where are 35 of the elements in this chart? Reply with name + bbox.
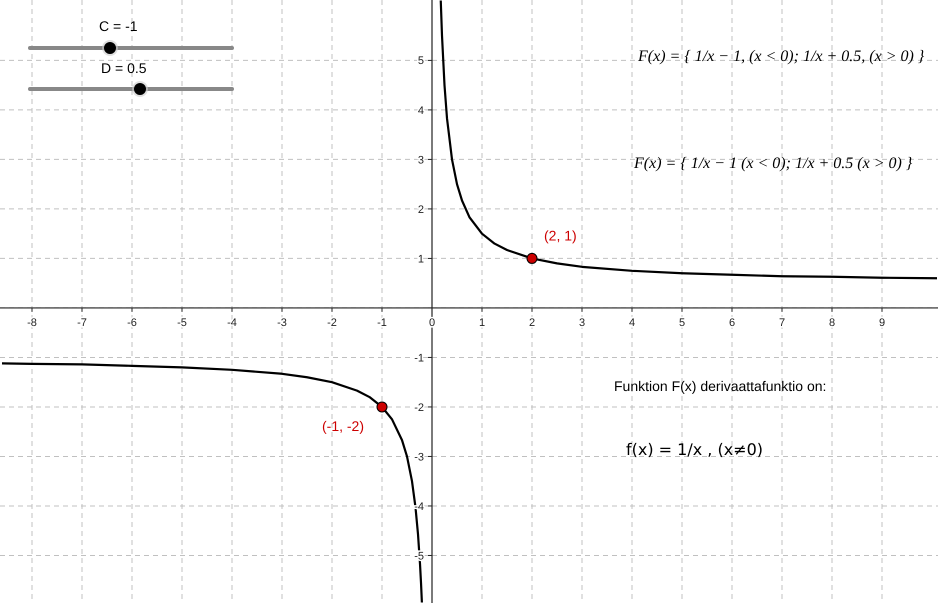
x-tick-label: -2	[327, 316, 337, 329]
y-tick-label: 2	[418, 204, 424, 216]
annotation: Funktion F(x) derivaattafunktio on:	[614, 378, 826, 394]
y-tick-label: 5	[418, 55, 424, 68]
x-tick-label: -3	[277, 316, 287, 329]
annotation: f(x) = 1/x , (x≠0)	[626, 440, 763, 459]
annotation: F(x) = { 1/x − 1, (x < 0); 1/x + 0.5, (x > 0) }	[638, 48, 924, 66]
x-tick-label: -7	[77, 316, 87, 329]
x-tick-label: 3	[578, 316, 586, 329]
x-tick-label: 8	[828, 316, 836, 329]
x-tick-label: 4	[628, 316, 636, 329]
data-label: (2, 1)	[544, 227, 577, 244]
annotation: F(x) = { 1/x − 1 (x < 0); 1/x + 0.5 (x > 0) }	[634, 155, 912, 173]
data-label: (-1, -2)	[322, 418, 364, 434]
x-tick-label: 2	[528, 316, 536, 329]
x-tick-label: -8	[27, 316, 37, 329]
annotation: D = 0.5	[101, 60, 147, 76]
y-tick-label: 4	[418, 104, 424, 117]
line-series	[0, 362, 423, 603]
y-tick-label: 3	[418, 154, 424, 166]
y-tick-label: -1	[414, 352, 424, 364]
x-tick-label: 5	[678, 316, 686, 329]
y-tick-label: 1	[418, 253, 424, 266]
x-tick-label: 1	[478, 316, 486, 329]
x-tick-label: 6	[728, 316, 736, 329]
x-tick-label: 9	[878, 316, 886, 329]
y-tick-label: -3	[414, 451, 424, 464]
annotation: C = -1	[99, 18, 138, 34]
x-tick-label: -1	[377, 316, 387, 329]
x-tick-label: 7	[778, 316, 786, 329]
line-series	[440, 0, 938, 280]
y-tick-label: -2	[414, 402, 424, 414]
x-tick-label: -4	[227, 316, 237, 329]
x-tick-label: -5	[177, 316, 187, 329]
x-tick-label: -6	[127, 316, 137, 329]
